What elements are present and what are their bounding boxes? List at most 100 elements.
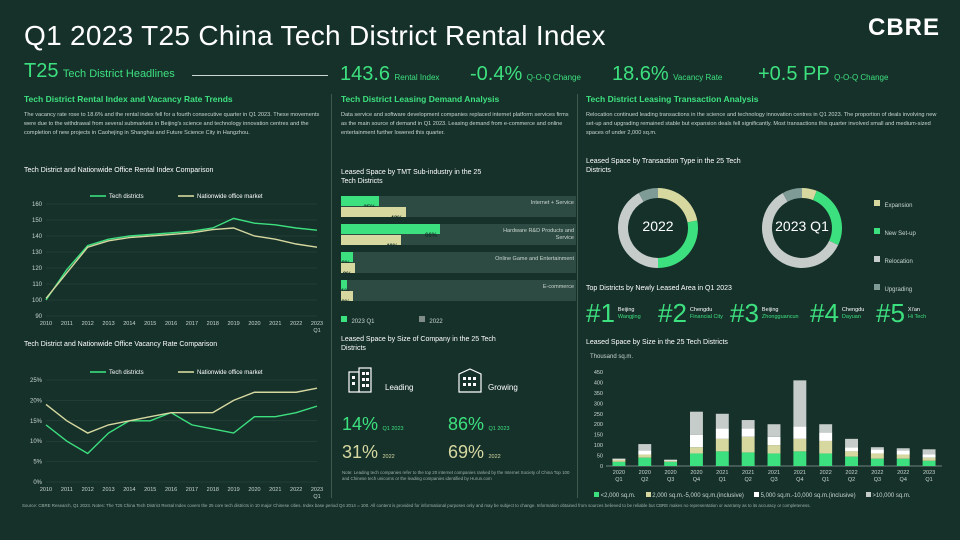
x-tick-label: 2022 [845, 470, 857, 476]
rental-chart-title: Tech District and Nationwide Office Rent… [24, 167, 214, 174]
left-paragraph: The vacancy rate rose to 18.6% and the r… [24, 112, 320, 136]
size-bar-segment [612, 459, 626, 462]
growing-2022-tag: 2022 [488, 454, 501, 460]
y-tick-label: 0% [33, 480, 42, 486]
column-divider-2 [577, 94, 578, 498]
x-tick-sublabel: Q4 [693, 477, 700, 483]
size-bar-segment [767, 445, 781, 454]
size-bar-segment [690, 453, 703, 466]
size-bar-segment [793, 426, 807, 439]
y-tick-label: 100 [594, 443, 603, 449]
tmt-row-bg [341, 280, 576, 301]
donut-slice [658, 220, 698, 268]
x-tick-label: 2023 [923, 470, 935, 476]
size-bar-segment [612, 458, 626, 460]
legend-label: Nationwide office market [197, 194, 263, 200]
x-tick-label: 2010 [40, 487, 52, 493]
size-bar-segment [896, 454, 910, 459]
x-tick-label: 2020 [639, 470, 651, 476]
cbre-logo: CBRE [867, 14, 940, 41]
headline-label: T25 Tech District Headlines [24, 60, 175, 83]
rank-3-city: Beijing [761, 306, 779, 313]
x-tick-label: 2015 [144, 487, 156, 493]
size-bar-segment [896, 448, 910, 451]
x-tick-label: 2018 [207, 321, 219, 327]
y-tick-label: 0 [600, 464, 603, 470]
size-bar-chart: 0501001502002503003504004502020Q12020Q22… [594, 370, 942, 483]
vacancy-chart-title: Tech District and Nationwide Office Vaca… [24, 341, 218, 348]
x-tick-label: 2014 [123, 487, 135, 493]
middle-paragraph: Data service and software development co… [341, 112, 569, 136]
size-bar-segment [741, 452, 755, 466]
size-legend-4-label: >10,000 sq.m. [872, 493, 911, 499]
right-section-title: Tech District Leasing Transaction Analys… [586, 94, 759, 104]
size-bar-segment [870, 449, 884, 454]
tmt-label: Hardware R&D Products and Service [503, 228, 574, 241]
tmt-bar-2022: 43% [341, 207, 406, 222]
legend-expansion-swatch [874, 199, 880, 206]
legend-upgrading: Upgrading [874, 278, 916, 296]
headline-rental-change: -0.4% Q-O-Q Change [470, 63, 581, 86]
x-tick-label: 2021 [716, 470, 728, 476]
donut-slice [658, 188, 698, 223]
size-bar-segment [715, 438, 729, 452]
district-rank-2: #2 Chengdu Financial City [658, 298, 730, 329]
donut-slice [638, 188, 658, 202]
size-bar-segment [638, 454, 652, 458]
legend-relocation-label: Relocation [884, 259, 913, 265]
donut-legend: Expansion New Set-up Relocation Upgradin… [874, 194, 916, 296]
size-legend-3-label: 5,000 sq.m.-10,000 sq.m.(inclusive) [760, 493, 856, 499]
size-bar-segment [819, 453, 833, 466]
donut-2022-label: 2022 [642, 218, 674, 234]
legend-2022-label: 2022 [429, 319, 443, 325]
tmt-bar-2023: 8% [341, 252, 353, 267]
size-bar-segment [922, 457, 936, 461]
legend-2023-label: 2023 Q1 [351, 319, 375, 325]
size-legend-2-swatch [645, 492, 651, 497]
legend-2023-swatch [341, 315, 347, 322]
size-legend-1: <2,000 sq.m. [594, 492, 636, 499]
tmt-legend: 2023 Q1 2022 [341, 310, 443, 328]
legend-label: Nationwide office market [197, 370, 263, 376]
x-tick-label: 2022 [871, 470, 883, 476]
x-tick-label: 2022 [290, 487, 302, 493]
size-bar-segment [638, 444, 652, 451]
legend-newsetup-swatch [874, 227, 880, 234]
donut-title: Leased Space by Transaction Type in the … [586, 158, 741, 174]
right-paragraph: Relocation continued leading transaction… [586, 112, 937, 136]
rank-4-number: #4 [810, 298, 839, 328]
tmt-bar-2022: 8% [341, 291, 353, 306]
x-tick-label: 2021 [269, 321, 281, 327]
legend-relocation-swatch [874, 255, 880, 262]
x-tick-sublabel: Q1 [313, 328, 320, 334]
x-tick-label: 2020 [664, 470, 676, 476]
size-bar-segment [767, 424, 781, 437]
rank-4-name: Dayuan [841, 313, 861, 320]
tmt-row-bg [341, 252, 576, 273]
y-tick-label: 150 [32, 218, 43, 224]
leading-2023-tag: Q1 2023 [382, 426, 404, 432]
size-bar-segment [845, 438, 858, 448]
rental-index-label: Rental Index [394, 73, 440, 82]
size-bar-segment [819, 424, 833, 433]
rank-2-name: Financial City [689, 313, 723, 320]
x-tick-label: 2012 [82, 487, 94, 493]
size-chart-title: Leased Space by Size in the 25 Tech Dist… [586, 339, 728, 346]
y-tick-label: 350 [594, 391, 603, 397]
x-tick-label: 2010 [40, 321, 52, 327]
size-bar-segment [793, 438, 807, 452]
y-tick-label: 120 [32, 266, 43, 272]
size-bar-segment [922, 454, 936, 458]
size-bar-segment [690, 447, 703, 454]
rank-5-number: #5 [876, 298, 905, 328]
vacancy-label: Vacancy Rate [673, 73, 723, 82]
rank-1-number: #1 [586, 298, 615, 328]
rank-1-city: Beijing [617, 306, 635, 313]
x-tick-label: 2011 [61, 487, 73, 493]
legend-expansion: Expansion [874, 194, 916, 212]
x-tick-label: 2022 [820, 470, 832, 476]
x-tick-label: 2017 [186, 321, 198, 327]
size-bar-segment [741, 436, 755, 453]
headline-prefix: T25 [24, 60, 59, 82]
x-tick-label: 2013 [102, 487, 114, 493]
